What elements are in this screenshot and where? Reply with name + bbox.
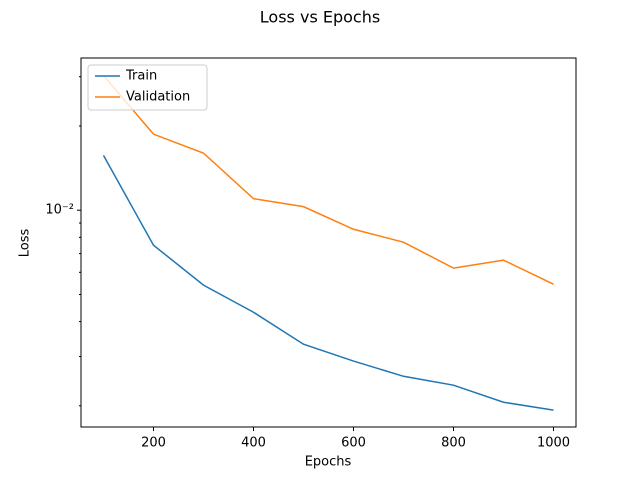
x-tick-label: 400 bbox=[241, 436, 266, 451]
y-tick-label: 10⁻² bbox=[45, 203, 74, 218]
x-tick-label: 600 bbox=[341, 436, 366, 451]
x-tick-label: 1000 bbox=[537, 436, 570, 451]
x-tick-label: 800 bbox=[441, 436, 466, 451]
legend-label: Validation bbox=[126, 90, 190, 105]
series-line bbox=[102, 75, 554, 285]
chart-title: Loss vs Epochs bbox=[260, 8, 380, 27]
y-axis-label: Loss bbox=[18, 229, 33, 258]
x-tick-label: 200 bbox=[141, 436, 166, 451]
series-line bbox=[102, 155, 554, 411]
x-axis-label: Epochs bbox=[305, 455, 352, 470]
legend-label: Train bbox=[125, 69, 157, 84]
plot-frame bbox=[80, 57, 577, 428]
